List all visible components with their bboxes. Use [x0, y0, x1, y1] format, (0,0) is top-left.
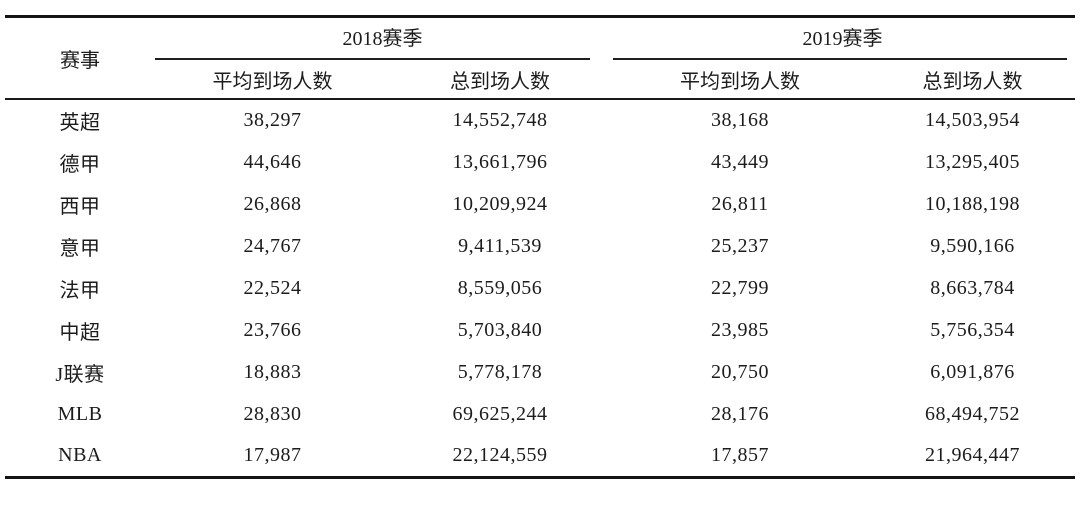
column-header-total-2019: 总到场人数 — [870, 60, 1075, 100]
value-cell: 26,868 — [243, 192, 302, 215]
value-cell: 25,237 — [711, 234, 769, 257]
value-cell: 22,799 — [711, 276, 769, 299]
value-cell: 14,552,748 — [452, 109, 548, 131]
value-cell: 28,830 — [243, 402, 302, 425]
value-cell: 5,756,354 — [930, 318, 1015, 341]
league-cell: 意甲 — [59, 237, 101, 260]
value-cell: 23,985 — [711, 318, 769, 341]
table-row: 意甲 24,767 9,411,539 25,237 9,590,166 — [5, 225, 1075, 267]
value-cell: 10,209,924 — [452, 192, 548, 215]
league-cell: 英超 — [59, 112, 101, 134]
value-cell: 24,767 — [243, 234, 302, 257]
value-cell: 13,295,405 — [925, 150, 1020, 173]
table-row: 英超 38,297 14,552,748 38,168 14,503,954 — [5, 99, 1075, 141]
attendance-table: 赛事 2018赛季 2019赛季 平均到场人数 总到场人数 平均到场人数 总到场… — [5, 15, 1075, 479]
league-cell: MLB — [57, 402, 103, 425]
value-cell: 38,168 — [711, 109, 769, 131]
table-row: NBA 17,987 22,124,559 17,857 21,964,447 — [5, 435, 1075, 477]
value-cell: 44,646 — [243, 150, 302, 173]
value-cell: 38,297 — [243, 109, 302, 131]
value-cell: 22,524 — [243, 276, 302, 299]
league-cell: 中超 — [59, 321, 101, 344]
value-cell: 13,661,796 — [452, 150, 548, 173]
table-row: 中超 23,766 5,703,840 23,985 5,756,354 — [5, 309, 1075, 351]
value-cell: 22,124,559 — [452, 443, 548, 466]
table-row: 西甲 26,868 10,209,924 26,811 10,188,198 — [5, 183, 1075, 225]
season-group-2018: 2018赛季 — [155, 17, 610, 60]
value-cell: 8,559,056 — [457, 276, 543, 299]
table-row: 德甲 44,646 13,661,796 43,449 13,295,405 — [5, 141, 1075, 183]
league-cell: J联赛 — [55, 363, 105, 386]
value-cell: 69,625,244 — [452, 402, 548, 425]
value-cell: 14,503,954 — [925, 109, 1020, 131]
value-cell: 28,176 — [711, 402, 769, 425]
column-header-avg-2018: 平均到场人数 — [155, 60, 390, 100]
value-cell: 8,663,784 — [930, 276, 1015, 299]
value-cell: 5,778,178 — [457, 360, 543, 383]
season-label-2019: 2019赛季 — [802, 28, 883, 50]
season-group-2019: 2019赛季 — [610, 17, 1075, 60]
value-cell: 23,766 — [243, 318, 302, 341]
value-cell: 26,811 — [711, 192, 769, 215]
column-header-avg-2019: 平均到场人数 — [610, 60, 870, 100]
value-cell: 20,750 — [711, 360, 769, 383]
season-underline-2019 — [613, 58, 1067, 60]
value-cell: 43,449 — [711, 150, 769, 173]
value-cell: 68,494,752 — [925, 402, 1020, 425]
value-cell: 9,590,166 — [930, 234, 1015, 257]
table-row: J联赛 18,883 5,778,178 20,750 6,091,876 — [5, 351, 1075, 393]
league-cell: 西甲 — [59, 195, 101, 218]
subheader-row: 平均到场人数 总到场人数 平均到场人数 总到场人数 — [5, 60, 1075, 100]
season-underline-2018 — [155, 58, 590, 60]
value-cell: 17,987 — [243, 443, 302, 466]
value-cell: 17,857 — [711, 443, 769, 466]
value-cell: 5,703,840 — [457, 318, 543, 341]
value-cell: 21,964,447 — [925, 443, 1020, 466]
column-header-total-2018: 总到场人数 — [390, 60, 610, 100]
league-cell: NBA — [58, 443, 102, 466]
table-row: MLB 28,830 69,625,244 28,176 68,494,752 — [5, 393, 1075, 435]
column-header-league: 赛事 — [5, 16, 155, 100]
value-cell: 9,411,539 — [458, 234, 542, 257]
season-header-row: 赛事 2018赛季 2019赛季 — [5, 16, 1075, 100]
value-cell: 18,883 — [243, 360, 302, 383]
league-cell: 德甲 — [59, 153, 101, 176]
value-cell: 10,188,198 — [925, 192, 1020, 215]
table-row: 法甲 22,524 8,559,056 22,799 8,663,784 — [5, 267, 1075, 309]
league-cell: 法甲 — [59, 279, 101, 302]
value-cell: 6,091,876 — [930, 360, 1015, 383]
season-label-2018: 2018赛季 — [342, 28, 423, 50]
